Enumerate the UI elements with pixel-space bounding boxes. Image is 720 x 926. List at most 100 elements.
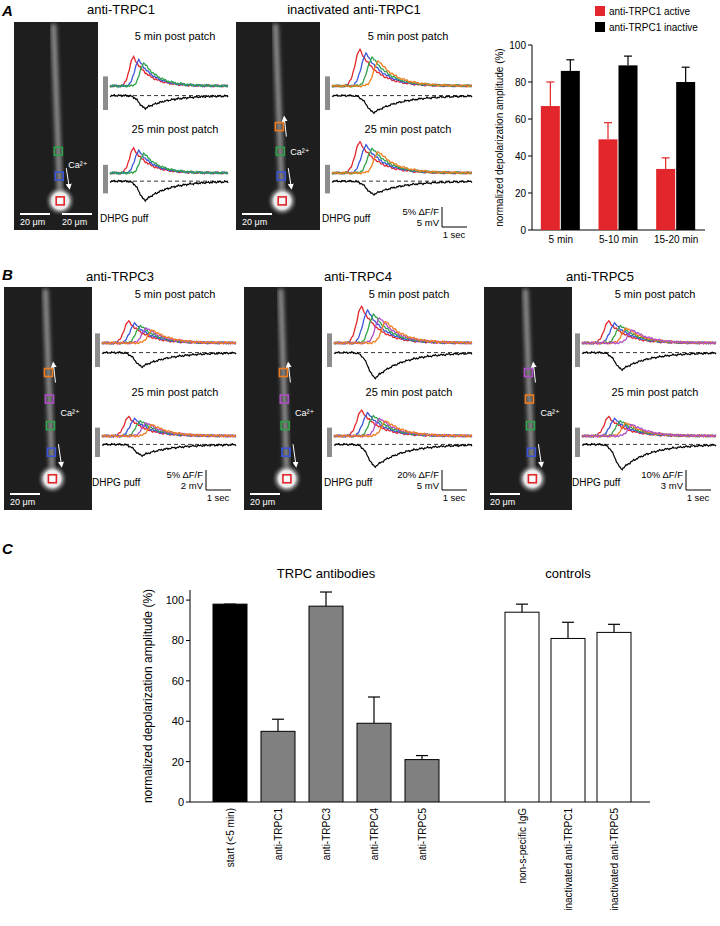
error-stem [550, 82, 551, 106]
fluorescence-trace [334, 322, 472, 345]
bar [561, 71, 580, 230]
puff-bar [95, 428, 100, 457]
x-tick-label: anti-TRPC5 [417, 808, 428, 861]
error-bar [682, 67, 690, 82]
scale-bar [20, 213, 50, 215]
legend-label: anti-TRPC1 active [609, 6, 691, 17]
dendrite [45, 289, 52, 479]
error-stem [627, 56, 628, 65]
error-stem [570, 60, 571, 71]
roi [283, 475, 291, 483]
x-tick-label: non-s-pecific IgG [517, 808, 528, 884]
y-tick-label: 80 [515, 77, 527, 88]
fluorescence-trace [110, 153, 228, 174]
row-label: 5 min post patch [369, 288, 450, 300]
scale-bar-label: 20 μm [490, 497, 515, 507]
error-cap [320, 591, 332, 592]
x-tick-label: inactivated anti-TRPC5 [609, 808, 620, 911]
puff-bar [575, 333, 580, 367]
y-tick [186, 761, 190, 762]
ca-arrow [66, 168, 69, 187]
y-tick-label: 40 [515, 151, 527, 162]
micrograph [484, 287, 572, 510]
row-label: 5 min post patch [615, 288, 696, 300]
error-cap [416, 755, 428, 756]
error-bar [662, 158, 670, 169]
baseline [584, 444, 716, 445]
error-stem [521, 604, 522, 612]
micrograph [4, 287, 92, 510]
row-label: 25 min post patch [132, 123, 219, 135]
error-bar [416, 756, 428, 760]
dendrite [525, 289, 532, 479]
error-bar [368, 697, 380, 723]
ca-arrow [538, 444, 541, 465]
fluorescence-trace [582, 330, 716, 344]
voltage-trace [334, 444, 472, 468]
bar-chart: 020406080100normalized depolarization am… [141, 566, 650, 911]
x-tick-label: anti-TRPC3 [321, 808, 332, 861]
roi [282, 448, 290, 456]
panel-letter: A [1, 2, 13, 19]
calibration-label: 1 sec [687, 492, 710, 503]
scale-bar [62, 213, 92, 215]
baseline [336, 352, 472, 353]
error-bar [320, 592, 332, 606]
error-stem [373, 697, 374, 723]
y-tick [528, 156, 532, 157]
error-stem [277, 719, 278, 731]
puff-bar [103, 76, 108, 110]
bar [551, 638, 585, 802]
soma [267, 186, 297, 216]
y-tick [528, 119, 532, 120]
roi [54, 147, 62, 155]
puff-label: DHPG puff [92, 477, 140, 488]
roi [524, 369, 532, 377]
ca-label: Ca²⁺ [540, 408, 560, 418]
bar [541, 106, 560, 230]
ca-label: Ca²⁺ [68, 160, 88, 170]
calibration-label: 5% ΔF/F [403, 206, 440, 217]
fluorescence-trace [334, 318, 472, 344]
roi [48, 475, 56, 483]
soma [272, 464, 302, 494]
calibration-label: 1 sec [443, 492, 466, 503]
x-tick-label: 5-10 min [599, 234, 638, 245]
image-panel: anti-TRPC4Ca²⁺20 μm5 min post patch25 mi… [244, 269, 472, 510]
bar [505, 612, 539, 802]
y-axis-label: normalized depolarization amplitude (%) [141, 589, 155, 803]
roi [527, 448, 535, 456]
error-stem [567, 622, 568, 638]
error-stem [685, 67, 686, 82]
error-cap [624, 55, 632, 56]
roi [281, 422, 289, 430]
scale-bar [10, 493, 40, 495]
calibration-label: 5% ΔF/F [167, 469, 204, 480]
y-tick-label: 40 [172, 715, 184, 727]
y-tick [528, 45, 532, 46]
voltage-trace [332, 180, 472, 195]
y-tick-label: 20 [172, 756, 184, 768]
fluorescence-trace [582, 416, 716, 437]
ca-arrow [533, 365, 535, 383]
soma [37, 464, 67, 494]
group-label: TRPC antibodies [277, 566, 376, 581]
puff-bar [575, 428, 580, 457]
y-tick [186, 640, 190, 641]
roi [525, 395, 533, 403]
x-tick-label: inactivated anti-TRPC1 [563, 808, 574, 911]
panel-title: inactivated anti-TRPC1 [287, 2, 421, 17]
bar [213, 604, 247, 802]
fluorescence-trace [334, 421, 472, 437]
calibration-label: 5 mV [417, 480, 440, 491]
roi [280, 395, 288, 403]
scale-bar [242, 213, 272, 215]
puff-label: DHPG puff [322, 213, 370, 224]
y-tick [186, 802, 190, 803]
ca-arrow [53, 365, 55, 383]
error-bar [604, 123, 612, 140]
calibration-label: 20% ΔF/F [397, 469, 439, 480]
error-stem [665, 158, 666, 169]
fluorescence-trace [582, 321, 716, 344]
marks [541, 56, 695, 230]
